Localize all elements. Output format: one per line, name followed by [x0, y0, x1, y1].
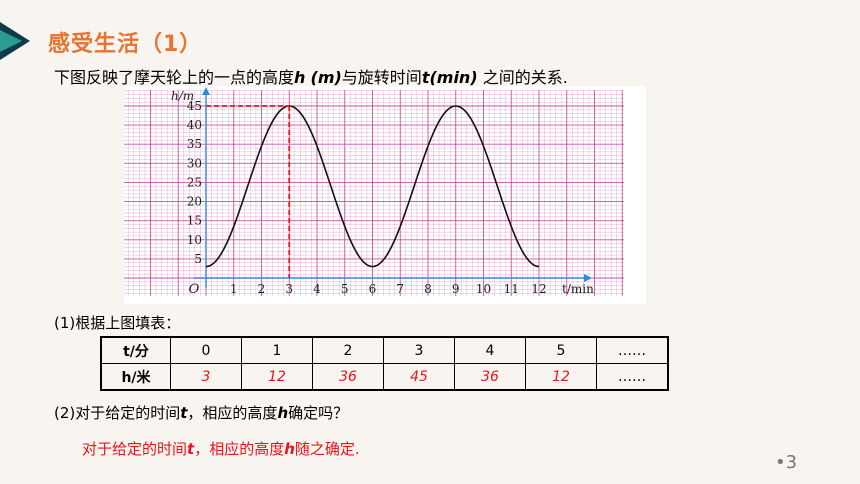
- x-tick-label: 10: [476, 282, 491, 296]
- intro-suffix: 之间的关系.: [477, 68, 568, 87]
- x-tick-label: 11: [504, 282, 519, 296]
- row-header-h: h/米: [100, 363, 171, 391]
- y-tick-label: 45: [187, 99, 202, 113]
- chart-curve-group: [205, 105, 540, 278]
- t-cell-4: 4: [454, 336, 526, 364]
- ans-h: h: [284, 440, 295, 458]
- intro-text: 下图反映了摩天轮上的一点的高度h (m)与旋转时间t(min) 之间的关系.: [54, 64, 568, 88]
- intro-mid: 与旋转时间: [341, 68, 422, 87]
- q2-prefix: (2)对于给定的时间: [54, 404, 181, 422]
- h-cell-4: 36: [454, 363, 526, 391]
- intro-prefix: 下图反映了摩天轮上的一点的高度: [54, 68, 295, 87]
- y-tick-label: 20: [187, 195, 202, 209]
- x-tick-label: 5: [341, 282, 349, 296]
- y-tick-label: 35: [187, 137, 202, 151]
- q2-h: h: [277, 404, 289, 422]
- intro-t-var: t(min): [421, 68, 478, 87]
- x-axis-label: t/min: [562, 282, 594, 296]
- t-cell-6: ……: [596, 336, 669, 364]
- page-number: •3: [775, 452, 798, 473]
- x-tick-label: 3: [285, 282, 293, 296]
- question-1: (1)根据上图填表：: [54, 314, 181, 332]
- value-table: t/分 0 1 2 3 4 5 …… h/米 3 12 36 45 36 12 …: [100, 336, 669, 391]
- y-tick-label: 40: [187, 118, 202, 132]
- t-cell-2: 2: [312, 336, 384, 364]
- answer-2: 对于给定的时间t，相应的高度h随之确定.: [82, 438, 360, 459]
- y-tick-label: 30: [187, 156, 202, 170]
- x-tick-label: 1: [230, 282, 238, 296]
- slide-title: 感受生活（1）: [48, 32, 203, 57]
- q2-mid: ，相应的高度: [187, 404, 278, 422]
- t-cell-1: 1: [241, 336, 313, 364]
- chevron-decoration-icon: [0, 22, 30, 60]
- y-axis-label: h/m: [171, 89, 194, 103]
- t-cell-0: 0: [170, 336, 242, 364]
- y-tick-label: 25: [187, 175, 202, 189]
- origin-label: O: [189, 282, 200, 297]
- chart-background: [124, 86, 646, 304]
- h-cell-5: 12: [525, 363, 597, 391]
- ans-t: t: [187, 440, 195, 458]
- y-tick-label: 5: [194, 252, 202, 266]
- h-cell-6: ……: [596, 363, 669, 391]
- t-cell-3: 3: [383, 336, 455, 364]
- ans-mid: ，相应的高度: [194, 440, 285, 458]
- intro-h-unit: (m): [310, 68, 342, 87]
- x-tick-label: 8: [424, 282, 432, 296]
- x-tick-label: 7: [396, 282, 404, 296]
- x-tick-label: 6: [369, 282, 377, 296]
- question-2: (2)对于给定的时间t，相应的高度h确定吗？: [54, 402, 348, 423]
- ans-suffix: 随之确定.: [294, 440, 360, 458]
- y-axis-arrow-icon: [202, 87, 210, 95]
- y-tick-label: 15: [187, 214, 202, 228]
- chart-grid: [124, 90, 624, 296]
- y-tick-label: 10: [187, 233, 202, 247]
- h-cell-2: 36: [312, 363, 384, 391]
- row-header-t: t/分: [100, 336, 171, 364]
- h-cell-1: 12: [241, 363, 313, 391]
- t-cell-5: 5: [525, 336, 597, 364]
- intro-h-var: h: [294, 68, 306, 87]
- x-axis-arrow-icon: [584, 274, 592, 282]
- x-tick-label: 12: [531, 282, 546, 296]
- x-tick-label: 2: [258, 282, 266, 296]
- x-tick-label: 4: [313, 282, 321, 296]
- h-cell-3: 45: [383, 363, 455, 391]
- h-cell-0: 3: [170, 363, 242, 391]
- q2-t: t: [180, 404, 188, 422]
- table-row: t/分 0 1 2 3 4 5 ……: [100, 336, 669, 364]
- q2-suffix: 确定吗？: [288, 404, 349, 422]
- table-row: h/米 3 12 36 45 36 12 ……: [100, 363, 669, 391]
- ans-prefix: 对于给定的时间: [82, 440, 188, 458]
- series-line: [205, 105, 540, 268]
- x-tick-label: 9: [452, 282, 460, 296]
- chart-axes: [194, 87, 592, 288]
